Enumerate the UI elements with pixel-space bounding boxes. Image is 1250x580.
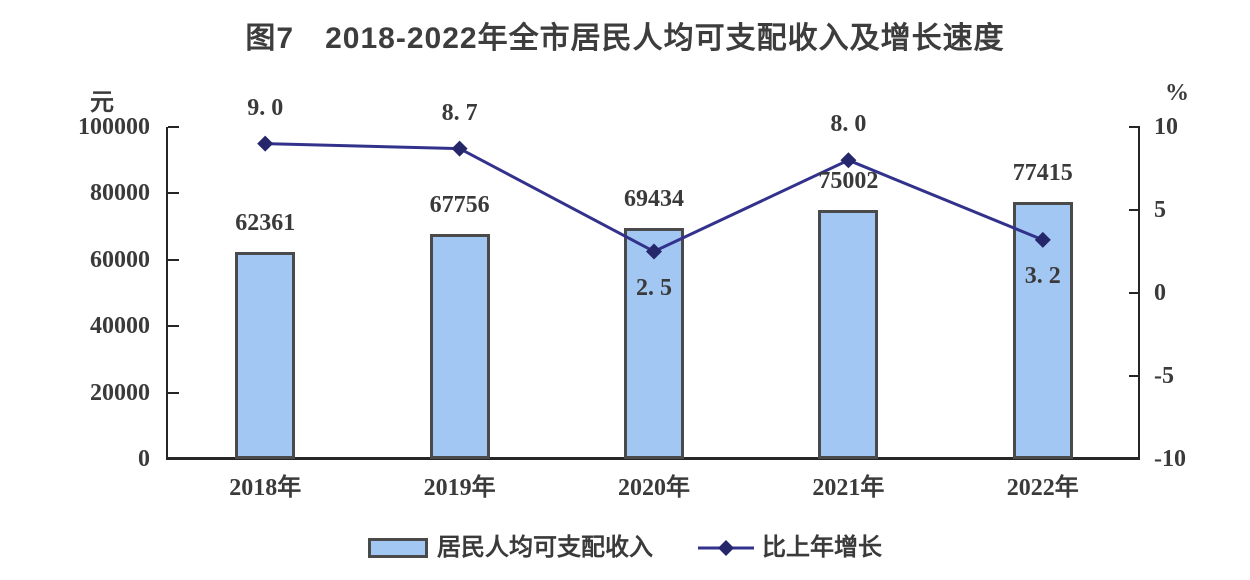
chart-title: 图7 2018-2022年全市居民人均可支配收入及增长速度	[245, 22, 1005, 55]
x-axis-label: 2018年	[229, 475, 302, 501]
left-axis-tick	[168, 325, 179, 328]
bar-value-label: 77415	[1012, 159, 1073, 186]
left-axis-tick-label: 60000	[90, 246, 150, 273]
bar	[429, 234, 490, 459]
left-axis-line	[166, 127, 168, 459]
bar-value-label: 62361	[235, 209, 296, 236]
bar	[1012, 201, 1073, 459]
x-axis-label: 2019年	[423, 475, 496, 501]
left-axis-tick	[168, 126, 179, 128]
growth-value-label: 8. 7	[441, 99, 478, 126]
right-axis-tick-label: -5	[1154, 363, 1174, 389]
bar-value-label: 69434	[624, 186, 684, 213]
right-axis-tick-label: 5	[1154, 197, 1166, 223]
left-axis-tick-label: 20000	[90, 379, 150, 406]
legend-growth-label: 比上年增长	[762, 534, 882, 561]
left-axis-tick-label: 0	[138, 446, 150, 472]
left-axis-tick-label: 40000	[90, 313, 150, 340]
x-axis-label: 2020年	[618, 475, 690, 501]
growth-point-marker	[451, 140, 468, 157]
bar	[235, 251, 296, 459]
bar-value-label: 67756	[429, 192, 490, 219]
legend-growth-marker-icon	[697, 538, 755, 558]
right-axis-tick	[1129, 126, 1140, 128]
legend-income-swatch	[368, 538, 428, 558]
left-axis-tick	[168, 192, 179, 195]
left-axis-tick	[168, 258, 179, 261]
bar	[624, 228, 684, 459]
growth-point-marker	[840, 152, 857, 169]
right-axis-tick-label: 0	[1154, 280, 1166, 306]
left-axis-tick-label: 100000	[78, 114, 150, 140]
legend-income-label: 居民人均可支配收入	[437, 534, 653, 561]
right-axis-tick	[1129, 292, 1140, 294]
legend: 居民人均可支配收入 比上年增长	[0, 534, 1250, 562]
left-axis-unit: 元	[90, 90, 114, 116]
left-axis-tick-label: 80000	[90, 180, 150, 207]
left-axis-tick	[168, 391, 179, 394]
bar	[818, 209, 879, 459]
right-axis-tick-label: -10	[1154, 446, 1186, 472]
x-axis-label: 2021年	[812, 475, 885, 501]
bar-value-label: 75002	[818, 167, 879, 194]
growth-value-label: 3. 2	[1024, 262, 1061, 289]
growth-value-label: 8. 0	[830, 111, 867, 138]
right-axis-tick	[1129, 375, 1140, 377]
growth-point-marker	[257, 135, 274, 152]
growth-value-label: 9. 0	[247, 94, 284, 121]
right-axis-tick-label: 10	[1154, 114, 1178, 140]
growth-value-label: 2. 5	[636, 274, 672, 301]
right-axis-tick	[1129, 209, 1140, 211]
x-axis-label: 2022年	[1006, 475, 1079, 501]
right-axis-unit: %	[1165, 80, 1189, 106]
